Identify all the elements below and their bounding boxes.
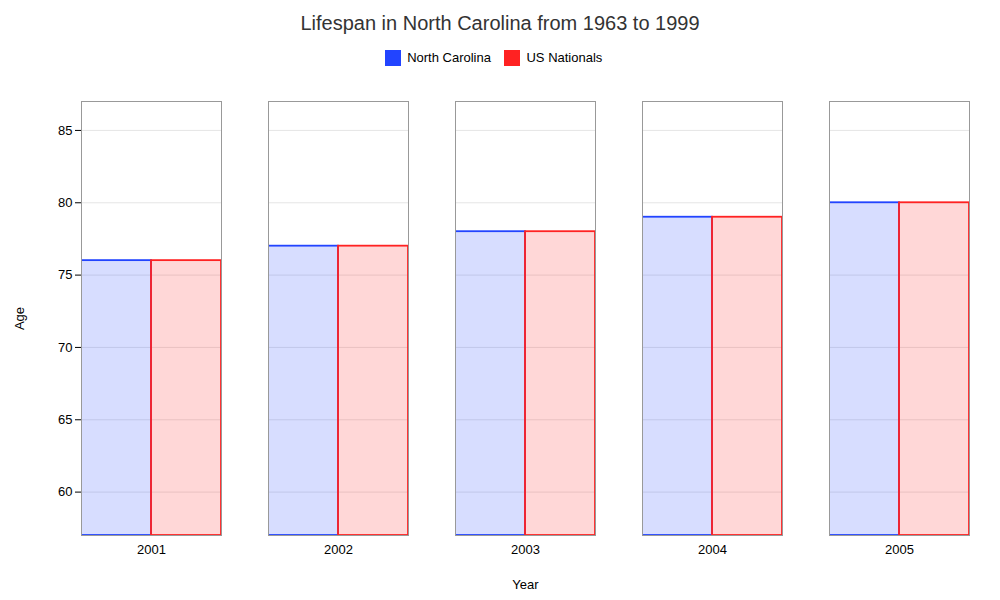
svg-text:65: 65 [58, 411, 72, 426]
svg-text:70: 70 [58, 339, 72, 354]
svg-text:85: 85 [58, 122, 72, 137]
svg-text:2003: 2003 [511, 541, 540, 556]
svg-text:2005: 2005 [885, 541, 914, 556]
svg-text:2001: 2001 [137, 541, 166, 556]
svg-text:Year: Year [512, 576, 539, 591]
svg-text:60: 60 [58, 484, 72, 499]
svg-text:75: 75 [58, 267, 72, 282]
svg-text:2002: 2002 [324, 541, 353, 556]
html-text:Lifespan in North Carolina fro: Lifespan in North Carolina from 1963 to … [300, 12, 700, 34]
svg-text:2004: 2004 [698, 541, 727, 556]
html-text:US Nationals: US Nationals [526, 50, 603, 65]
html-text:North Carolina: North Carolina [407, 50, 491, 65]
svg-text:80: 80 [58, 194, 72, 209]
svg-text:Age: Age [12, 306, 27, 329]
